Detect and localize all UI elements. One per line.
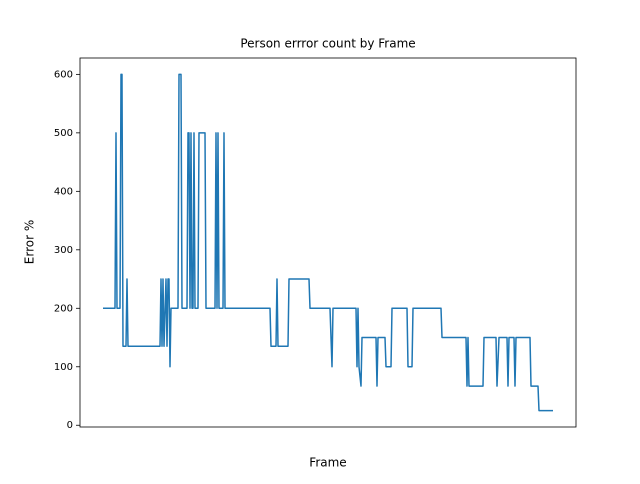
y-tick-label: 500 — [54, 128, 73, 139]
y-axis-label: Error % — [23, 220, 37, 264]
y-tick-label: 100 — [54, 362, 73, 373]
y-tick-label: 300 — [54, 245, 73, 256]
y-tick-label: 0 — [67, 420, 73, 431]
x-axis-label: Frame — [309, 456, 346, 470]
chart-title: Person errror count by Frame — [240, 37, 415, 51]
data-line — [103, 73, 553, 412]
y-tick-label: 400 — [54, 186, 73, 197]
plot-frame — [79, 57, 577, 428]
y-tick-label: 200 — [54, 303, 73, 314]
y-tick-label: 600 — [54, 69, 73, 80]
